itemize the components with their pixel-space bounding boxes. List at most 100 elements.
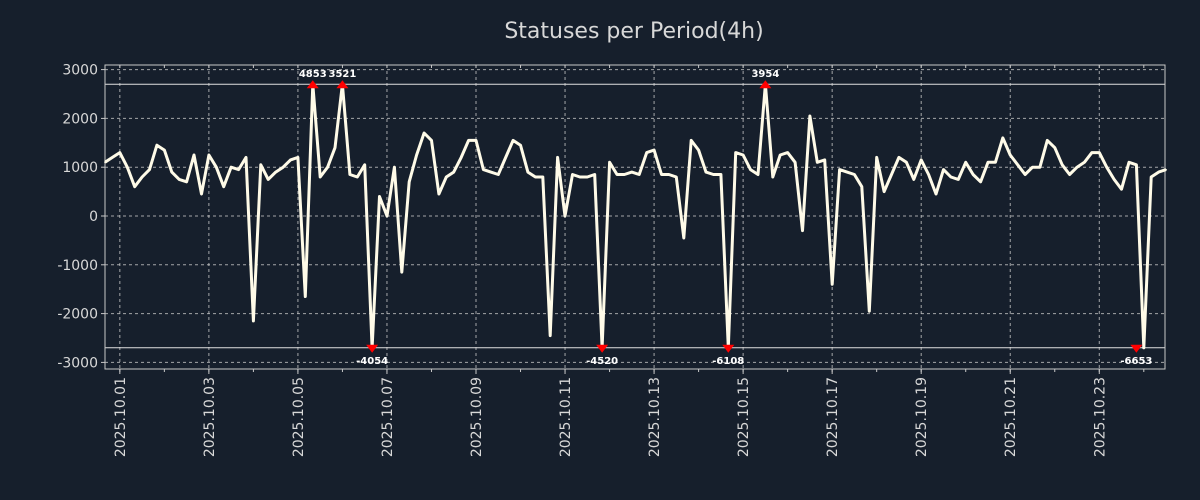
data-point <box>935 193 937 195</box>
data-point <box>438 193 440 195</box>
data-point <box>868 310 871 312</box>
data-point <box>964 161 967 164</box>
data-point <box>297 156 299 159</box>
data-point <box>838 168 841 171</box>
data-point <box>675 176 678 178</box>
data-point <box>126 166 129 168</box>
data-point <box>408 181 411 183</box>
data-point <box>853 173 856 176</box>
data-point <box>467 139 470 142</box>
data-point <box>608 161 611 164</box>
x-tick-label: 2025.10.15 <box>736 377 752 457</box>
data-point <box>697 149 700 151</box>
min-label: -4520 <box>586 356 618 367</box>
plot-frame <box>104 64 1166 370</box>
data-point <box>1120 188 1123 190</box>
data-point <box>831 283 833 286</box>
data-point <box>460 156 462 159</box>
data-point <box>393 166 396 168</box>
data-point <box>720 173 722 176</box>
data-point <box>757 173 759 176</box>
data-point <box>1068 173 1071 176</box>
data-point <box>237 168 240 171</box>
data-point <box>534 176 537 178</box>
x-tick-label: 2025.10.23 <box>1092 377 1108 457</box>
data-point <box>1157 171 1160 173</box>
data-point <box>1091 151 1093 154</box>
data-point <box>119 151 121 154</box>
data-point <box>445 176 448 178</box>
data-point <box>519 144 522 147</box>
data-point <box>490 171 492 173</box>
x-tick-label: 2025.10.07 <box>380 377 396 457</box>
data-point <box>823 159 826 161</box>
data-point <box>1076 166 1078 168</box>
data-point <box>660 173 663 176</box>
data-point <box>586 176 589 178</box>
data-point <box>987 161 989 164</box>
data-point <box>401 271 403 273</box>
data-point <box>497 173 500 176</box>
y-tick-label: -1000 <box>57 258 98 274</box>
data-point <box>282 166 284 168</box>
data-point <box>200 193 203 195</box>
data-point <box>957 178 960 181</box>
data-point <box>734 151 737 154</box>
data-point <box>319 176 321 178</box>
min-marker-icon <box>722 344 735 353</box>
data-point <box>178 178 180 181</box>
data-point <box>222 185 225 188</box>
y-tick-label: -2000 <box>57 307 98 323</box>
data-point <box>252 320 255 322</box>
data-point <box>920 159 922 161</box>
y-tick-label: 1000 <box>62 160 98 176</box>
data-point <box>356 176 359 178</box>
data-point <box>148 168 151 171</box>
data-point <box>452 171 455 173</box>
data-point <box>883 190 885 193</box>
data-point <box>267 178 270 181</box>
data-point <box>890 173 893 176</box>
x-tick-label: 2025.10.11 <box>558 377 574 457</box>
data-point <box>1083 161 1086 164</box>
max-marker-icon <box>306 80 319 89</box>
data-point <box>623 173 626 176</box>
data-point <box>593 173 596 176</box>
data-point <box>141 176 143 178</box>
data-point <box>349 173 351 176</box>
min-label: -6108 <box>712 356 744 367</box>
data-point <box>1143 346 1145 349</box>
data-point <box>898 156 900 159</box>
data-point <box>527 171 529 173</box>
data-point <box>363 163 366 166</box>
data-point <box>979 181 982 183</box>
data-point <box>541 176 544 178</box>
data-point <box>816 161 819 164</box>
data-point <box>482 168 485 171</box>
min-marker-icon <box>596 344 609 353</box>
x-tick-label: 2025.10.03 <box>202 377 218 457</box>
data-point <box>326 166 329 168</box>
y-tick-label: 3000 <box>62 63 98 79</box>
data-point <box>1024 173 1026 176</box>
data-point <box>1053 146 1056 149</box>
min-marker-icon <box>366 344 379 353</box>
data-point <box>549 334 551 337</box>
data-point <box>208 154 210 156</box>
max-label: 3954 <box>751 69 779 80</box>
data-point <box>170 171 173 173</box>
data-point <box>386 215 388 217</box>
data-point <box>1009 154 1012 156</box>
data-point <box>1135 163 1138 166</box>
data-point <box>215 166 218 168</box>
data-point <box>682 237 685 239</box>
data-point <box>415 154 418 156</box>
data-point <box>794 161 796 164</box>
data-point <box>712 173 715 176</box>
x-tick-label: 2025.10.19 <box>914 377 930 457</box>
max-marker-icon <box>336 80 349 89</box>
data-point <box>579 176 581 178</box>
data-point <box>1113 178 1115 181</box>
data-point <box>193 154 195 156</box>
x-tick-label: 2025.10.09 <box>469 377 485 457</box>
